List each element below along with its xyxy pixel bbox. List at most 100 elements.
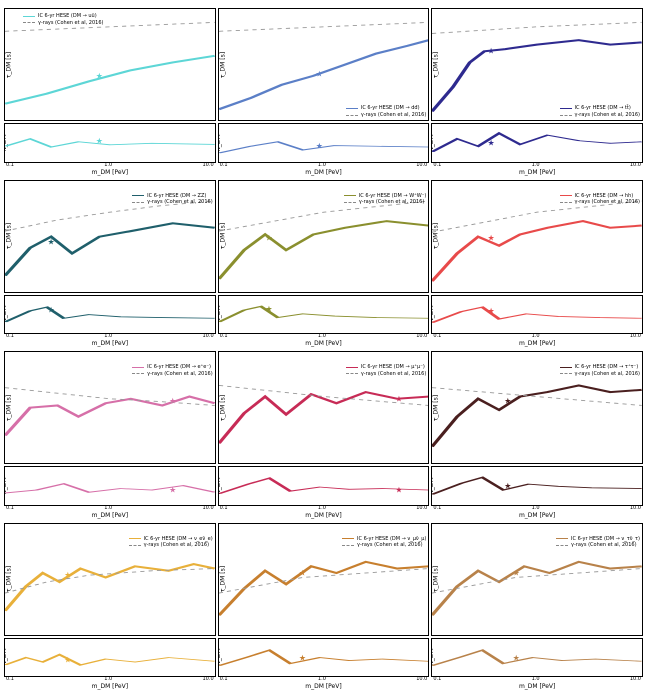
legend-swatch-dashed [23,22,35,23]
x-label: m_DM [PeV] [431,169,643,176]
tau-plot: τ_DM [s]★IC 6-yr HESE (DM → hh)γ-rays (C… [431,180,643,293]
legend-swatch [346,367,358,368]
legend-label-gamma: γ-rays (Cohen et al, 2016) [144,542,209,549]
bestfit-star-n: ★ [96,137,103,146]
tau-plot: τ_DM [s]★IC 6-yr HESE (DM → e⁺e⁻)γ-rays … [4,351,216,464]
legend: IC 6-yr HESE (DM → ZZ)γ-rays (Cohen et a… [132,193,212,206]
legend-label-gamma: γ-rays (Cohen et al, 2016) [357,542,422,549]
legend-label-gamma: γ-rays (Cohen et al, 2016) [575,112,640,119]
legend-swatch [132,367,144,368]
tau-plot: τ_DM [s]★IC 6-yr HESE (DM → ZZ)γ-rays (C… [4,180,216,293]
tau-curve [219,40,429,109]
legend-label-gamma: γ-rays (Cohen et al, 2016) [361,112,426,119]
legend-item-gamma: γ-rays (Cohen et al, 2016) [556,542,640,549]
legend: IC 6-yr HESE (DM → tt̄)γ-rays (Cohen et … [560,105,640,118]
gamma-curve [5,568,215,593]
panel-6: τ_DM [s]★IC 6-yr HESE (DM → e⁺e⁻)γ-rays … [4,351,216,519]
x-label: m_DM [PeV] [4,683,216,690]
tau-plot: τ_DM [s]★IC 6-yr HESE (DM → W⁺W⁻)γ-rays … [218,180,430,293]
legend-item-gamma: γ-rays (Cohen et al, 2016) [23,20,103,27]
panel-2: τ_DM [s]★IC 6-yr HESE (DM → tt̄)γ-rays (… [431,8,643,176]
legend-item-gamma: γ-rays (Cohen et al, 2016) [560,199,640,206]
chart-grid: τ_DM [s]★IC 6-yr HESE (DM → uū)γ-rays (C… [0,0,647,698]
legend-swatch-dashed [346,373,358,374]
bestfit-star-n: ★ [395,485,402,494]
legend-swatch-dashed [129,545,141,546]
legend-swatch-dashed [344,202,356,203]
bestfit-star-tau: ★ [299,568,306,577]
n-plot: N_DM★ [431,123,643,162]
bestfit-star-n: ★ [504,481,511,490]
x-label: m_DM [PeV] [431,683,643,690]
legend: IC 6-yr HESE (DM → hh)γ-rays (Cohen et a… [560,193,640,206]
n-curve [5,484,215,493]
n-plot: N_DM★ [218,466,430,505]
legend: IC 6-yr HESE (DM → τ⁺τ⁻)γ-rays (Cohen et… [560,364,640,377]
panel-8: τ_DM [s]★IC 6-yr HESE (DM → τ⁺τ⁻)γ-rays … [431,351,643,519]
tau-plot: τ_DM [s]★IC 6-yr HESE (DM → μ⁺μ⁻)γ-rays … [218,351,430,464]
n-curve [219,650,429,666]
panel-5: τ_DM [s]★IC 6-yr HESE (DM → hh)γ-rays (C… [431,180,643,348]
bestfit-star-n: ★ [487,138,494,147]
n-plot: N_DM★ [218,638,430,677]
bestfit-star-n: ★ [299,654,306,663]
n-plot: N_DM★ [4,638,216,677]
legend-swatch-dashed [560,373,572,374]
legend-swatch [560,195,572,196]
tau-plot: τ_DM [s]★IC 6-yr HESE (DM → ν_τν̄_τ)γ-ra… [431,523,643,636]
x-label: m_DM [PeV] [4,169,216,176]
legend-swatch-dashed [556,545,568,546]
n-curve [5,139,215,147]
legend-swatch [346,108,358,109]
gamma-curve [432,388,642,406]
tau-plot: τ_DM [s]★IC 6-yr HESE (DM → uū)γ-rays (C… [4,8,216,121]
legend-item-gamma: γ-rays (Cohen et al, 2016) [346,371,426,378]
bestfit-star-n: ★ [513,654,520,663]
legend-swatch [129,538,141,539]
bestfit-star-n: ★ [265,305,272,314]
x-label: m_DM [PeV] [431,340,643,347]
legend-swatch [560,108,572,109]
tau-curve [219,561,429,614]
tau-curve [432,385,642,446]
bestfit-star-n: ★ [316,141,323,150]
n-curve [432,650,642,666]
gamma-curve [219,22,429,31]
tau-plot: τ_DM [s]★IC 6-yr HESE (DM → ν_μν̄_μ)γ-ra… [218,523,430,636]
legend-swatch [344,195,356,196]
legend-item-gamma: γ-rays (Cohen et al, 2016) [560,112,640,119]
n-plot: N_DM★ [218,295,430,334]
legend: IC 6-yr HESE (DM → dđ)γ-rays (Cohen et a… [346,105,426,118]
tau-plot: τ_DM [s]★IC 6-yr HESE (DM → τ⁺τ⁻)γ-rays … [431,351,643,464]
n-plot: N_DM★ [4,466,216,505]
bestfit-star-tau: ★ [513,568,520,577]
n-plot: N_DM★ [431,295,643,334]
panel-10: τ_DM [s]★IC 6-yr HESE (DM → ν_μν̄_μ)γ-ra… [218,523,430,691]
bestfit-star-n: ★ [64,655,71,664]
x-label: m_DM [PeV] [218,340,430,347]
legend-swatch-dashed [560,202,572,203]
tau-curve [5,223,215,275]
panel-11: τ_DM [s]★IC 6-yr HESE (DM → ν_τν̄_τ)γ-ra… [431,523,643,691]
bestfit-star-tau: ★ [504,397,511,406]
n-plot: N_DM★ [431,638,643,677]
panel-3: τ_DM [s]★IC 6-yr HESE (DM → ZZ)γ-rays (C… [4,180,216,348]
legend: IC 6-yr HESE (DM → ν_τν̄_τ)γ-rays (Cohen… [556,536,640,549]
legend-swatch-dashed [342,545,354,546]
legend-label-gamma: γ-rays (Cohen et al, 2016) [359,199,424,206]
legend-swatch-dashed [132,202,144,203]
x-label: m_DM [PeV] [431,512,643,519]
legend-swatch-dashed [560,115,572,116]
tau-curve [432,221,642,281]
n-curve [432,134,642,153]
n-plot: N_DM★ [431,466,643,505]
x-label: m_DM [PeV] [4,340,216,347]
n-plot: N_DM★ [218,123,430,162]
legend: IC 6-yr HESE (DM → ν_eν̄_e)γ-rays (Cohen… [129,536,213,549]
n-plot: N_DM★ [4,295,216,334]
n-curve [432,478,642,495]
legend-item-gamma: γ-rays (Cohen et al, 2016) [342,542,426,549]
legend-swatch [23,16,35,17]
tau-curve [219,221,429,279]
tau-curve [432,40,642,111]
